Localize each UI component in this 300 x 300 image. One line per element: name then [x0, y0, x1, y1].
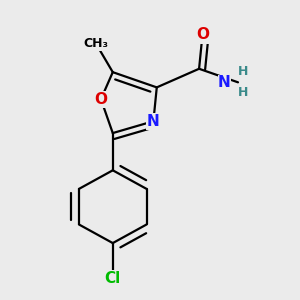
Text: H: H [238, 65, 248, 78]
Text: N: N [218, 75, 230, 90]
Text: CH₃: CH₃ [83, 37, 108, 50]
Text: H: H [238, 86, 248, 99]
Text: O: O [94, 92, 107, 107]
Text: N: N [147, 114, 160, 129]
Text: Cl: Cl [105, 271, 121, 286]
Text: O: O [196, 27, 209, 42]
